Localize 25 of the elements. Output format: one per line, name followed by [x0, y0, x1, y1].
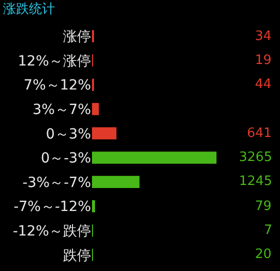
data-label: 34 — [255, 29, 272, 44]
bar — [92, 200, 96, 212]
y-tick-label: 7%～12% — [24, 78, 91, 94]
y-tick-label: -12%～跌停 — [12, 223, 91, 240]
data-label: 79 — [255, 199, 272, 214]
bar — [92, 176, 140, 188]
chart-title: 涨跌统计 — [2, 2, 55, 18]
y-tick-label: 12%～涨停 — [18, 53, 91, 70]
data-label: 19 — [255, 53, 272, 68]
y-tick-label: 涨停 — [63, 29, 91, 46]
data-label: 44 — [255, 77, 272, 92]
data-label: 3265 — [239, 150, 272, 165]
y-tick-label: 0～3% — [46, 126, 91, 142]
data-label: 641 — [247, 126, 272, 141]
data-label: 1245 — [239, 174, 272, 189]
y-tick-label: 3%～7% — [32, 102, 91, 118]
y-tick-label: 0～-3% — [40, 150, 91, 167]
bar — [92, 127, 116, 140]
y-tick-label: 跌停 — [63, 248, 91, 264]
bar — [92, 152, 216, 164]
data-label: 7 — [264, 223, 272, 238]
bar — [92, 102, 99, 116]
y-tick-label: -3%～-7% — [22, 174, 91, 191]
data-label: 20 — [255, 247, 272, 262]
y-tick-label: -7%～-12% — [14, 199, 91, 216]
